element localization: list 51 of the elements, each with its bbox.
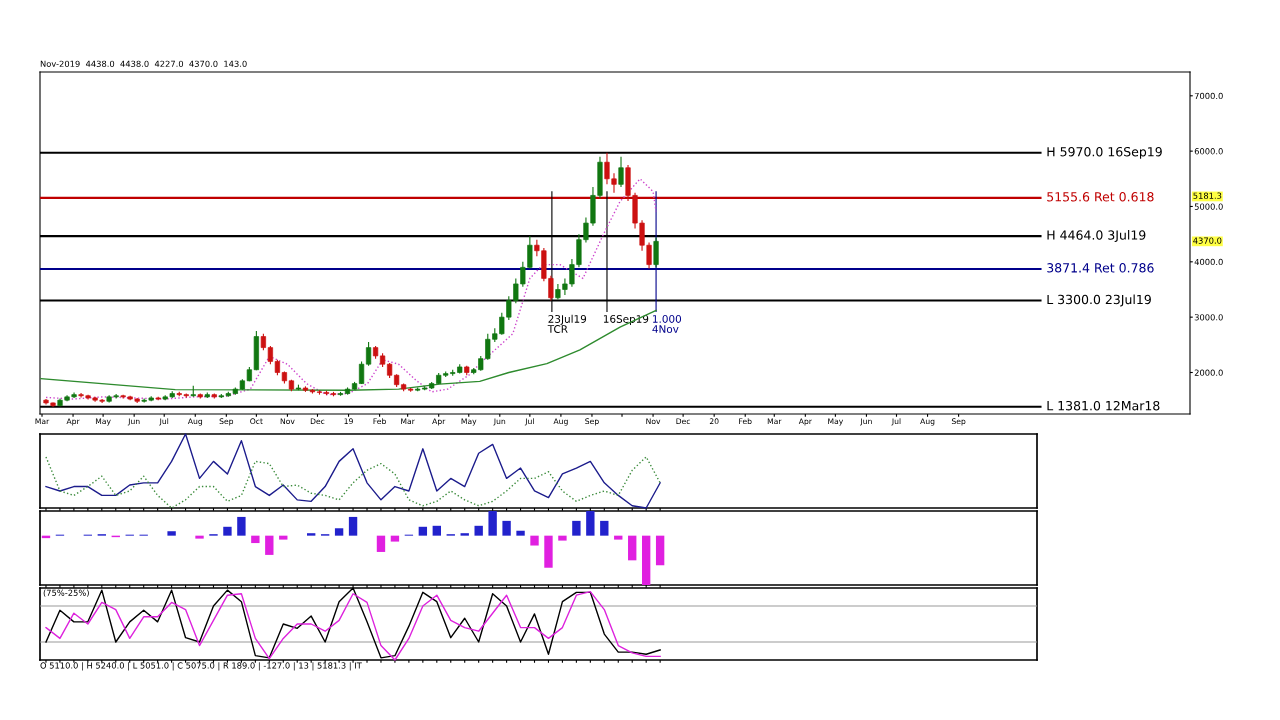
bar: [586, 511, 595, 536]
ref-line-label: H 4464.0 3Jul19: [1047, 230, 1146, 243]
bar: [195, 535, 204, 539]
bar: [307, 533, 316, 536]
ref-line-label: 23Jul19 TCR: [547, 314, 587, 333]
ref-line-label: 1.000 4Nov: [652, 315, 682, 333]
bar: [572, 520, 581, 536]
ref-line-label: L 3300.0 23Jul19: [1047, 294, 1151, 307]
bar: [348, 516, 358, 536]
y-tick-label: 2000.0: [1194, 369, 1223, 376]
bar: [223, 526, 232, 536]
bar: [544, 535, 553, 568]
bar: [432, 525, 441, 536]
text: Nov-2019 4438.0 4438.0 4227.0 4370.0 143.0: [40, 60, 247, 67]
candlestick: [653, 237, 659, 268]
bar: [641, 535, 651, 585]
bar: [376, 535, 386, 552]
bar: [558, 535, 567, 541]
annotation: 5181.3: [1193, 192, 1222, 199]
bar: [265, 535, 274, 555]
y-tick-label: 4000.0: [1194, 258, 1223, 266]
ref-line-label: 3871.4 Ret 0.786: [1047, 263, 1154, 273]
y-tick-label: 5000.0: [1194, 203, 1223, 210]
candlestick: [618, 156, 624, 188]
bar: [655, 535, 665, 566]
ref-line-label: 5155.6 Ret 0.618: [1047, 192, 1154, 202]
bar: [251, 535, 260, 544]
annotation: (75%-25%): [43, 589, 89, 597]
annotation: 4370.0: [1193, 237, 1222, 244]
candlestick: [365, 341, 372, 367]
bar: [474, 525, 483, 536]
bar: [418, 526, 428, 536]
y-tick-label: 3000.0: [1194, 314, 1223, 321]
y-tick-label: 6000.0: [1194, 148, 1223, 155]
bar: [334, 528, 344, 536]
ref-line-label: L 1381.0 12Mar18: [1047, 400, 1160, 411]
bar: [167, 531, 176, 536]
bar: [237, 516, 246, 536]
bar: [460, 533, 469, 536]
bar: [516, 530, 525, 536]
bar: [488, 511, 497, 536]
bar: [600, 520, 609, 536]
y-tick-label: 7000.0: [1194, 92, 1223, 100]
bar: [279, 535, 288, 540]
text: O 5110.0 | H 5240.0 | L 5051.0 | C 5075.0 | R 189.0 | -127.0 | 13 | 5181.3 | IT: [40, 662, 362, 671]
bar: [530, 535, 539, 546]
bar: [628, 535, 637, 561]
ref-line-label: H 5970.0 16Sep19: [1047, 146, 1162, 159]
bar: [614, 535, 623, 540]
bar: [502, 520, 511, 536]
bar: [390, 535, 400, 542]
